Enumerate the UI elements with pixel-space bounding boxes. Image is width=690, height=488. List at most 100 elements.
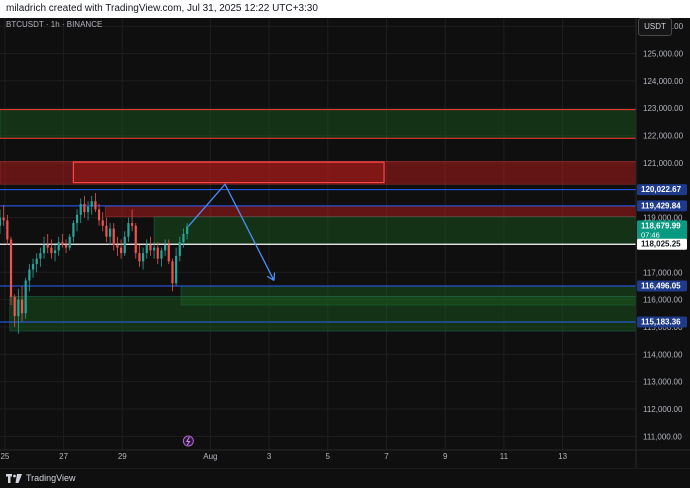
price-tick-label: 117,000.00: [643, 268, 683, 277]
candle-body: [61, 242, 64, 245]
chart-area[interactable]: 126,000.00125,000.00124,000.00123,000.00…: [0, 18, 690, 468]
candle-body: [75, 214, 79, 224]
candle-body: [105, 225, 108, 237]
projection-arrow-line: [187, 183, 275, 281]
time-tick-label: 5: [326, 452, 331, 461]
price-tick-label: 122,000.00: [643, 132, 684, 141]
candle-body: [171, 261, 174, 284]
candle-body: [31, 264, 35, 270]
time-tick-label: 9: [443, 452, 448, 461]
price-tick-label: 124,000.00: [643, 77, 684, 86]
header-caption: miladrich created with TradingView.com, …: [6, 3, 318, 14]
candle-body: [127, 223, 130, 237]
price-label-box: [637, 280, 687, 292]
candle-body: [2, 217, 5, 221]
price-label-text: 118,679.99: [641, 221, 681, 230]
candle-body: [153, 247, 156, 251]
price-label-box: [637, 238, 687, 250]
candle-body: [0, 217, 2, 226]
candle-body: [178, 242, 181, 256]
price-label-text: 120,022.67: [641, 185, 682, 194]
candle-body: [24, 280, 27, 314]
time-tick-label: 7: [384, 452, 389, 461]
price-label-box: [637, 220, 687, 241]
candle-body: [164, 244, 167, 251]
line-layer: [0, 109, 636, 323]
time-tick-label: Aug: [203, 452, 217, 461]
candle-body: [175, 255, 178, 284]
candle-body: [142, 253, 145, 262]
price-label-box: [637, 316, 687, 328]
candle-body: [20, 299, 24, 314]
tradingview-logo-icon: [6, 474, 22, 483]
price-tick-label: 123,000.00: [643, 104, 684, 113]
candle-body: [42, 244, 46, 254]
candle-layer: [0, 192, 189, 334]
candle-body: [149, 244, 152, 251]
candle-body: [112, 228, 115, 245]
candle-body: [17, 299, 20, 317]
candle-body: [28, 269, 31, 281]
candle-body: [123, 236, 126, 254]
price-countdown-text: 07:46: [641, 230, 660, 239]
time-tick-label: 13: [558, 452, 567, 461]
price-tick-label: 125,000.00: [643, 50, 684, 59]
candle-body: [119, 247, 123, 254]
candle-body: [130, 223, 134, 226]
candle-body: [72, 223, 75, 237]
time-tick-label: 29: [118, 452, 127, 461]
price-tick-label: 113,000.00: [643, 378, 683, 387]
price-tick-label: 121,000.00: [643, 159, 684, 168]
candle-body: [35, 258, 38, 265]
candle-body: [50, 247, 53, 254]
projection-layer: [187, 183, 276, 282]
price-tick-label: 119,000.00: [643, 214, 683, 223]
resistance-box-zone: [72, 161, 385, 184]
price-tick-label: 115,000.00: [643, 323, 683, 332]
candle-body: [68, 236, 71, 248]
price-label-box: [637, 200, 687, 212]
price-tick-label: 114,000.00: [643, 350, 683, 359]
footer: TradingView: [0, 468, 690, 488]
candle-body: [90, 201, 93, 207]
price-label-layer: 120,022.67 119,429.84 118,679.9907:46118,0…: [637, 184, 687, 328]
candle-body: [134, 225, 137, 254]
candle-body: [186, 226, 189, 234]
projection-arrow-head: [273, 272, 276, 281]
lightning-bolt-icon: [186, 436, 191, 446]
support-zone: [0, 109, 637, 139]
candle-body: [46, 244, 49, 248]
candle-body: [182, 234, 185, 243]
price-label-text: 119,429.84: [641, 201, 681, 210]
candle-body: [64, 244, 68, 248]
candle-body: [145, 244, 148, 254]
zone-layer: [0, 109, 637, 332]
candle-body: [97, 209, 101, 221]
candle-body: [83, 203, 86, 213]
price-label-box: [637, 184, 687, 196]
resistance-zone: [104, 205, 637, 218]
candle-body: [167, 244, 170, 262]
price-chart[interactable]: 126,000.00125,000.00124,000.00123,000.00…: [0, 18, 690, 468]
candle-body: [39, 253, 42, 259]
time-tick-label: 25: [0, 452, 9, 461]
candle-body: [79, 203, 82, 215]
price-label-text: 118,025.25: [641, 240, 681, 249]
candle-body: [94, 201, 97, 210]
price-tick-label: 111,000.00: [643, 432, 682, 441]
projection-arrow-head: [266, 275, 275, 282]
price-label-text: 116,496.05: [641, 282, 681, 291]
price-tick-label: 112,000.00: [643, 405, 683, 414]
price-label-text: 115,183.36: [641, 317, 681, 326]
time-tick-label: 27: [59, 452, 68, 461]
candle-body: [53, 250, 57, 254]
candle-body: [101, 220, 104, 226]
support-zone: [153, 216, 637, 245]
time-tick-label: 3: [267, 452, 272, 461]
candle-body: [116, 244, 119, 248]
candle-body: [6, 220, 9, 240]
candle-body: [9, 239, 13, 297]
currency-button[interactable]: USDT: [638, 18, 672, 36]
candle-body: [86, 206, 90, 213]
symbol-label: BTCUSDT · 1h · BINANCE: [6, 20, 103, 29]
